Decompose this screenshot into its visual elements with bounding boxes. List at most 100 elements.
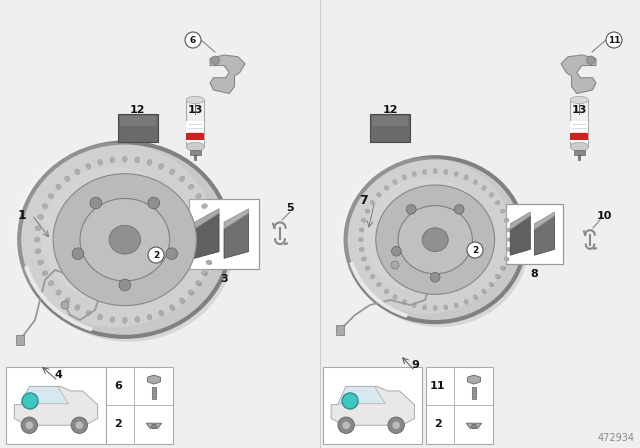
Ellipse shape [365, 266, 370, 270]
Text: 3: 3 [220, 274, 228, 284]
Circle shape [211, 56, 220, 65]
Ellipse shape [53, 174, 196, 306]
Ellipse shape [402, 299, 406, 304]
Ellipse shape [495, 201, 500, 205]
Circle shape [25, 421, 33, 429]
Ellipse shape [489, 193, 493, 197]
Bar [152, 387, 156, 400]
Polygon shape [466, 423, 482, 428]
Circle shape [406, 204, 416, 214]
Text: 2: 2 [472, 246, 478, 254]
Circle shape [152, 424, 156, 429]
Ellipse shape [75, 305, 80, 310]
Ellipse shape [346, 157, 525, 322]
Ellipse shape [98, 159, 102, 165]
Ellipse shape [384, 185, 388, 190]
Bar [570, 133, 588, 140]
Ellipse shape [362, 257, 366, 261]
Polygon shape [224, 213, 248, 258]
Ellipse shape [393, 180, 397, 185]
Ellipse shape [188, 290, 194, 295]
Ellipse shape [341, 157, 511, 314]
Bar [16, 335, 24, 345]
Circle shape [472, 424, 476, 429]
Ellipse shape [376, 185, 495, 294]
Text: 13: 13 [572, 105, 587, 115]
Ellipse shape [186, 142, 204, 151]
Ellipse shape [80, 198, 170, 281]
Ellipse shape [364, 178, 489, 293]
Bar [186, 100, 204, 147]
Ellipse shape [473, 295, 477, 300]
Ellipse shape [362, 218, 366, 223]
Bar [106, 367, 173, 444]
Ellipse shape [42, 204, 48, 209]
Circle shape [22, 393, 38, 409]
Ellipse shape [35, 249, 41, 254]
Ellipse shape [188, 184, 194, 190]
Circle shape [338, 417, 355, 434]
Polygon shape [534, 216, 554, 255]
Ellipse shape [135, 317, 140, 323]
Ellipse shape [371, 201, 375, 205]
Circle shape [342, 421, 350, 429]
Ellipse shape [65, 176, 70, 181]
Ellipse shape [412, 303, 416, 308]
Polygon shape [467, 375, 481, 384]
Ellipse shape [196, 194, 202, 198]
Circle shape [148, 247, 164, 263]
Ellipse shape [454, 303, 458, 308]
Circle shape [61, 301, 69, 309]
Ellipse shape [40, 167, 188, 303]
Ellipse shape [19, 142, 230, 337]
Ellipse shape [506, 247, 511, 251]
Bar [574, 150, 584, 155]
Bar [195, 155, 196, 159]
Polygon shape [21, 386, 68, 404]
Ellipse shape [206, 260, 212, 265]
Ellipse shape [482, 289, 486, 294]
Ellipse shape [122, 317, 127, 323]
Polygon shape [510, 216, 531, 255]
Text: 7: 7 [358, 194, 367, 207]
Text: 8: 8 [531, 269, 538, 279]
Bar [570, 121, 588, 142]
Ellipse shape [384, 289, 388, 294]
Text: 4: 4 [54, 370, 62, 380]
Circle shape [72, 248, 84, 259]
Ellipse shape [377, 193, 381, 197]
Ellipse shape [170, 169, 175, 175]
Polygon shape [371, 114, 410, 142]
Ellipse shape [75, 169, 80, 175]
Ellipse shape [433, 306, 437, 310]
Circle shape [606, 32, 622, 48]
Circle shape [71, 417, 88, 434]
Circle shape [148, 197, 159, 209]
Polygon shape [338, 386, 385, 404]
Circle shape [21, 417, 38, 434]
Polygon shape [147, 375, 161, 384]
Ellipse shape [500, 266, 505, 270]
Ellipse shape [570, 142, 588, 151]
Ellipse shape [444, 169, 448, 174]
Circle shape [467, 242, 483, 258]
Ellipse shape [398, 206, 472, 274]
Ellipse shape [159, 310, 164, 316]
Ellipse shape [180, 298, 185, 303]
Ellipse shape [393, 295, 397, 300]
Ellipse shape [464, 175, 468, 180]
Ellipse shape [506, 228, 511, 232]
Ellipse shape [38, 260, 44, 265]
Ellipse shape [42, 271, 48, 276]
Circle shape [90, 197, 102, 209]
Text: 13: 13 [188, 105, 203, 115]
Polygon shape [224, 209, 248, 229]
Ellipse shape [464, 299, 468, 304]
Ellipse shape [147, 159, 152, 165]
Ellipse shape [170, 305, 175, 310]
Bar [120, 116, 156, 126]
Ellipse shape [186, 96, 204, 103]
Ellipse shape [14, 142, 214, 327]
Ellipse shape [35, 226, 41, 231]
Circle shape [166, 248, 177, 259]
